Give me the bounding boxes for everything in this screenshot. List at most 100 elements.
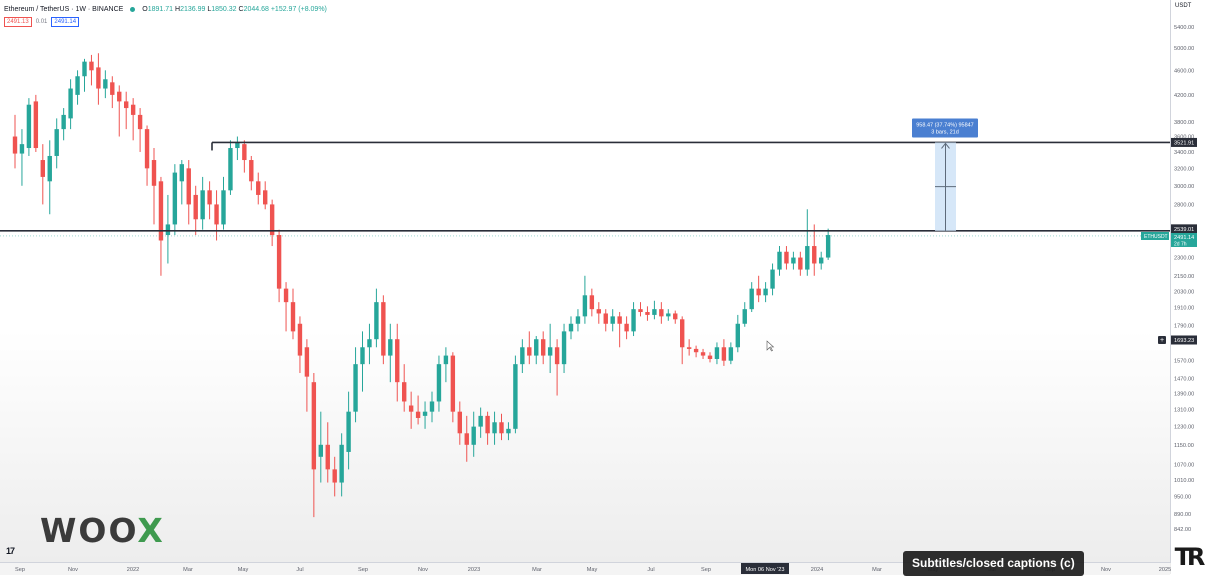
candle-up — [763, 288, 768, 296]
sell-price-button[interactable]: 2491.13 — [4, 17, 32, 27]
candle-down — [659, 309, 664, 317]
candle-down — [499, 422, 504, 434]
woox-logo: WOOX — [40, 511, 165, 550]
measure-label-change: 958.47 (37.74%) 95847 — [916, 122, 974, 128]
mouse-cursor-icon — [766, 340, 775, 352]
candle-up — [54, 129, 59, 156]
candle-down — [693, 348, 699, 353]
candle-up — [228, 148, 233, 191]
candle-down — [603, 313, 608, 324]
candle-up — [735, 323, 740, 348]
candle-up — [19, 144, 25, 154]
candle-down — [130, 104, 136, 115]
candle-down — [137, 114, 143, 130]
woox-logo-main: WOO — [40, 511, 138, 550]
candle-up — [777, 251, 782, 270]
ohlc-close: 2044.68 — [243, 5, 269, 13]
candle-down — [381, 302, 386, 356]
candle-down — [207, 190, 212, 205]
candle-down — [110, 82, 115, 95]
candle-up — [221, 190, 226, 225]
currency-label[interactable]: USDT — [1175, 3, 1192, 9]
candle-down — [12, 136, 18, 154]
tradingview-logo[interactable]: 17 — [6, 546, 15, 556]
candle-up — [506, 428, 511, 434]
candle-up — [513, 364, 518, 429]
candle-down — [645, 312, 650, 315]
candle-down — [256, 181, 261, 195]
candle-down — [680, 319, 685, 348]
candle-down — [325, 444, 330, 470]
candle-down — [756, 288, 761, 296]
candle-down — [686, 347, 692, 349]
candle-up — [561, 331, 567, 365]
symbol-title[interactable]: Ethereum / TetherUS · 1W · BINANCE — [4, 5, 124, 13]
candle-down — [311, 382, 317, 470]
candle-down — [96, 67, 101, 89]
candle-up — [749, 288, 754, 310]
candle-down — [527, 347, 532, 356]
candle-up — [534, 339, 539, 356]
candle-down — [290, 302, 296, 332]
candle-up — [172, 172, 178, 225]
candle-up — [805, 246, 810, 270]
candle-down — [485, 415, 490, 434]
candle-down — [784, 251, 789, 264]
woox-logo-accent: X — [137, 511, 165, 550]
candle-up — [825, 235, 831, 258]
market-status-icon — [130, 6, 136, 12]
candle-up — [374, 302, 379, 340]
candle-down — [589, 295, 595, 310]
candle-up — [26, 104, 32, 149]
candle-down — [596, 309, 601, 314]
order-price-row: 2491.13 0.01 2491.14 — [4, 17, 80, 27]
candle-down — [541, 339, 546, 356]
candle-down — [554, 347, 560, 365]
time-axis[interactable] — [0, 562, 1170, 575]
symbol-header: Ethereum / TetherUS · 1W · BINANCE O1891… — [4, 2, 327, 16]
captions-tooltip: Subtitles/closed captions (c) — [903, 551, 1084, 576]
candle-up — [75, 76, 80, 95]
candle-down — [673, 313, 678, 320]
candle-down — [249, 160, 254, 182]
ohlc-change: +152.97 (+8.09%) — [270, 5, 327, 13]
candle-down — [638, 309, 643, 313]
candle-up — [179, 164, 184, 182]
candle-down — [263, 190, 268, 205]
candle-down — [269, 204, 275, 236]
candle-up — [742, 309, 747, 324]
candle-up — [61, 114, 66, 130]
candle-down — [33, 101, 39, 149]
buy-price-button[interactable]: 2491.14 — [51, 17, 80, 27]
candle-down — [812, 246, 817, 264]
candle-down — [700, 352, 706, 356]
candle-up — [82, 61, 87, 77]
candle-up — [436, 364, 442, 402]
ohlc-high: 2136.99 — [180, 5, 206, 13]
candle-down — [151, 160, 157, 186]
candle-up — [47, 155, 52, 182]
ohlc-low: 1850.32 — [211, 5, 237, 13]
candle-up — [360, 347, 365, 365]
measure-label-box — [912, 118, 978, 138]
candle-down — [158, 181, 164, 241]
channel-logo[interactable]: TR — [1171, 540, 1205, 574]
candle-up — [791, 257, 796, 264]
candle-up — [443, 355, 449, 365]
candle-up — [547, 347, 553, 356]
price-axis[interactable] — [1170, 0, 1205, 563]
candle-down — [124, 101, 129, 109]
candle-up — [819, 257, 824, 264]
candle-down — [40, 160, 45, 177]
candle-up — [200, 190, 205, 220]
candle-down — [117, 91, 122, 102]
candle-up — [582, 295, 588, 317]
candle-up — [520, 347, 525, 365]
candle-down — [332, 469, 337, 483]
candle-up — [631, 309, 636, 332]
candle-up — [568, 323, 574, 332]
candle-down — [707, 355, 713, 359]
candle-up — [339, 444, 344, 483]
candle-up — [367, 339, 372, 348]
